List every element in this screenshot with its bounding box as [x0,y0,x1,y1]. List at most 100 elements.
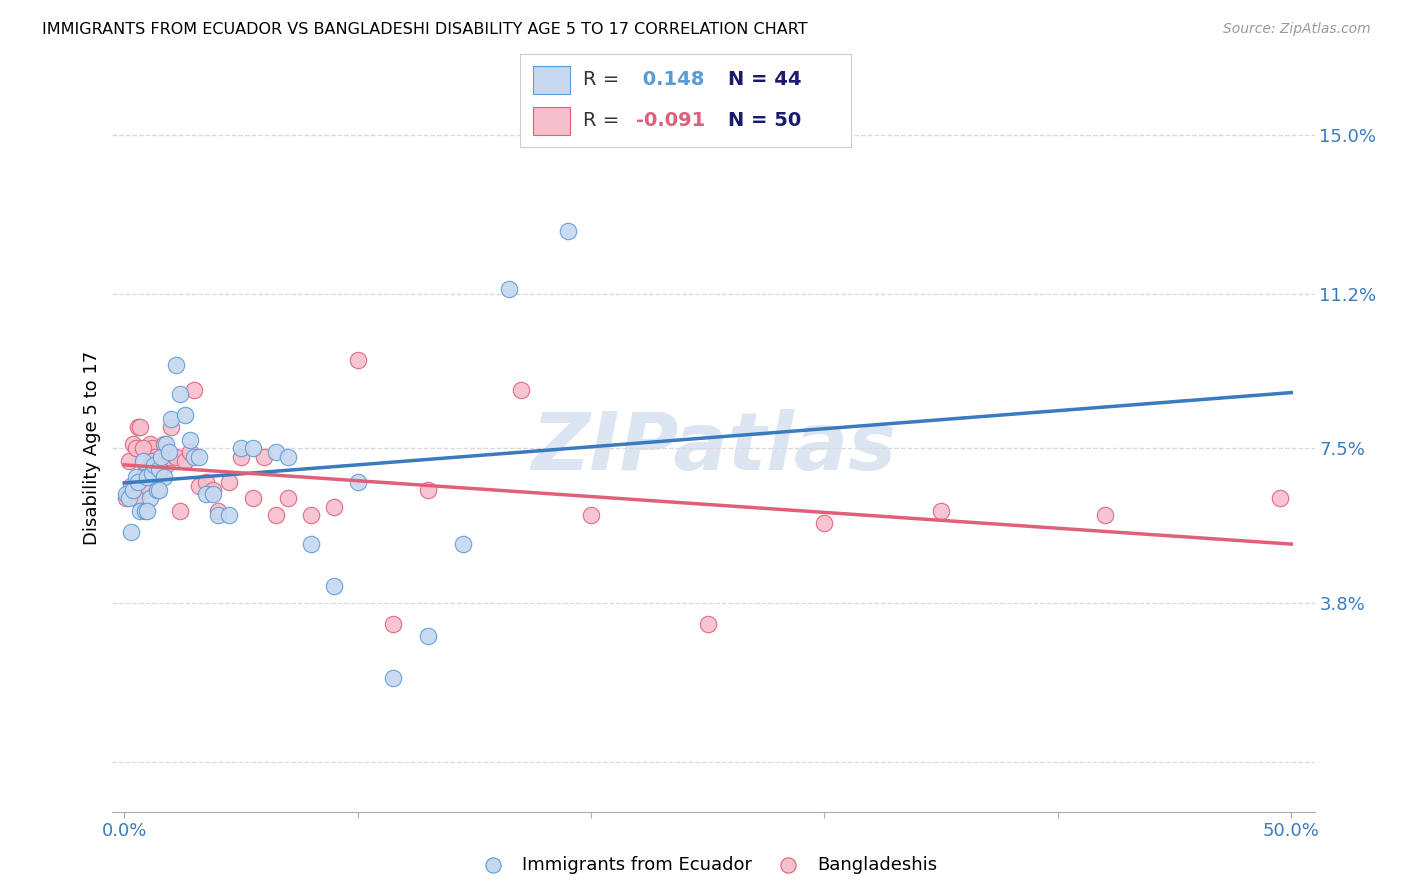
Text: 0.148: 0.148 [636,70,704,89]
Point [218,475,240,489]
Point [150,450,173,464]
Point [229,442,252,456]
Point [187,450,209,464]
Point [451,537,474,551]
Point [277,491,299,506]
Point [201,487,224,501]
Point [143,450,166,464]
Point [148,483,170,497]
Point [120,524,142,539]
Point [129,420,152,434]
Point [299,537,322,551]
Point [141,467,163,481]
Point [122,437,145,451]
Text: R =: R = [583,70,626,89]
Point [157,445,180,459]
FancyBboxPatch shape [533,107,569,135]
Point [127,475,149,489]
Point [242,442,264,456]
Point [194,475,217,489]
Point [146,470,169,484]
Point [510,383,533,397]
Point [173,408,195,422]
Point [134,504,156,518]
Point [129,504,152,518]
Point [160,420,183,434]
Text: -0.091: -0.091 [636,112,706,130]
Point [125,442,148,456]
Point [132,454,155,468]
Point [165,358,187,372]
Point [122,483,145,497]
Text: R =: R = [583,112,626,130]
Point [160,412,183,426]
Point [299,508,322,522]
Text: ZIPatlas: ZIPatlas [531,409,896,487]
Point [125,470,148,484]
Point [141,442,163,456]
Point [183,383,205,397]
Point [148,467,170,481]
Text: Source: ZipAtlas.com: Source: ZipAtlas.com [1223,22,1371,37]
Point [136,470,159,484]
Point [179,445,201,459]
Point [264,508,287,522]
Point [169,504,191,518]
Point [416,629,439,643]
Text: N = 44: N = 44 [728,70,801,89]
Point [118,491,141,506]
Text: Immigrants from Ecuador: Immigrants from Ecuador [522,855,752,874]
Point [194,487,217,501]
Point [218,508,240,522]
Point [416,483,439,497]
Point [134,483,156,497]
Point [150,454,173,468]
Point [139,491,162,506]
Point [207,504,229,518]
Point [187,479,209,493]
Point [118,454,141,468]
Point [183,450,205,464]
Point [381,616,404,631]
Point [141,454,163,468]
Point [346,353,368,368]
Point [201,483,224,497]
Point [323,500,346,514]
Point [207,508,229,522]
Point [153,437,176,451]
Point [139,437,162,451]
Point [148,462,170,476]
Y-axis label: Disability Age 5 to 17: Disability Age 5 to 17 [83,351,101,545]
Point [277,450,299,464]
Point [143,458,166,472]
Point [696,616,718,631]
Point [120,479,142,493]
Point [169,387,191,401]
Point [929,504,952,518]
Point [323,579,346,593]
Point [153,470,176,484]
Point [146,483,169,497]
Point [557,224,579,238]
Point [1350,675,1372,690]
Point [157,450,180,464]
Point [155,437,177,451]
Text: N = 50: N = 50 [728,112,801,130]
Point [264,445,287,459]
Point [579,508,602,522]
Point [813,516,835,531]
Point [125,491,148,506]
Point [242,491,264,506]
Point [115,487,138,501]
Point [132,470,155,484]
Point [136,504,159,518]
Point [346,475,368,489]
Point [1094,508,1116,522]
Text: Bangladeshis: Bangladeshis [817,855,938,874]
Point [155,458,177,472]
Point [132,442,155,456]
Point [1268,491,1291,506]
Point [136,462,159,476]
Point [498,283,520,297]
Point [173,454,195,468]
